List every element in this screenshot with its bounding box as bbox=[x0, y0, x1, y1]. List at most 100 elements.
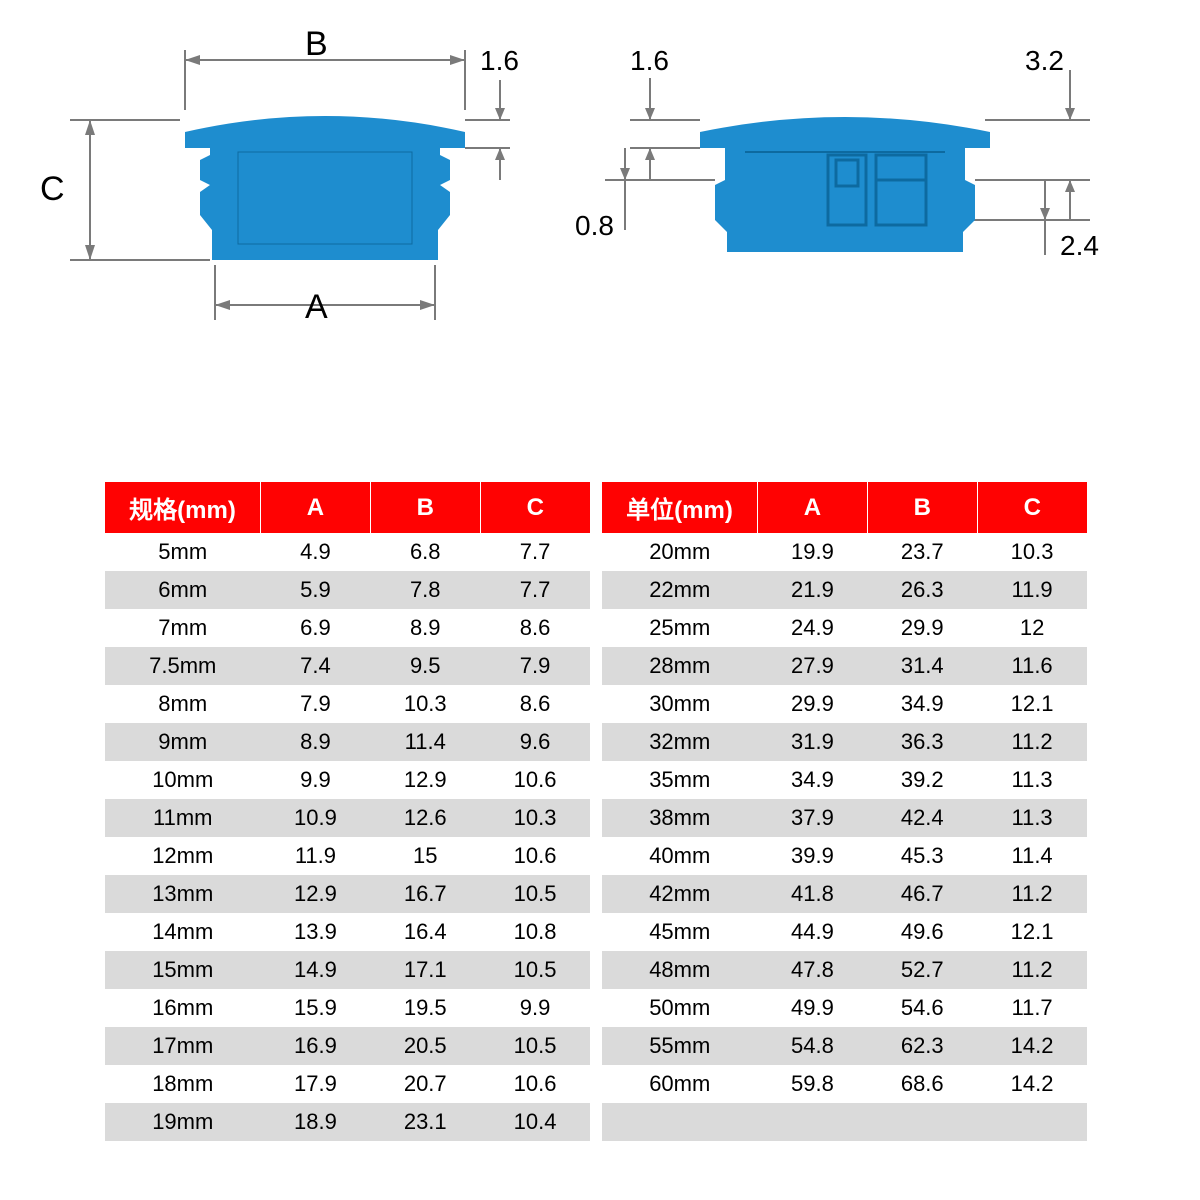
table-cell: 52.7 bbox=[867, 951, 977, 989]
table-cell: 15 bbox=[370, 837, 480, 875]
table-row: 15mm14.917.110.5 bbox=[105, 951, 590, 989]
label-B: B bbox=[305, 25, 328, 64]
table-cell: 19.9 bbox=[758, 533, 868, 571]
table-row: 7.5mm7.49.57.9 bbox=[105, 647, 590, 685]
table-cell: 11.4 bbox=[370, 723, 480, 761]
table-cell: 8.6 bbox=[480, 685, 590, 723]
spec-table-left: 规格(mm)ABC 5mm4.96.87.76mm5.97.87.77mm6.9… bbox=[105, 482, 590, 1141]
table-cell: 9.9 bbox=[480, 989, 590, 1027]
table-cell: 8.9 bbox=[370, 609, 480, 647]
table-cell: 46.7 bbox=[867, 875, 977, 913]
table-cell bbox=[758, 1103, 868, 1141]
col-header-C: C bbox=[977, 482, 1087, 533]
table-cell: 34.9 bbox=[758, 761, 868, 799]
table-row: 14mm13.916.410.8 bbox=[105, 913, 590, 951]
table-cell: 11mm bbox=[105, 799, 261, 837]
table-cell: 7.8 bbox=[370, 571, 480, 609]
table-cell: 45.3 bbox=[867, 837, 977, 875]
table-cell: 19mm bbox=[105, 1103, 261, 1141]
table-cell: 10.5 bbox=[480, 875, 590, 913]
table-row: 13mm12.916.710.5 bbox=[105, 875, 590, 913]
table-cell: 16.9 bbox=[261, 1027, 371, 1065]
table-cell: 21.9 bbox=[758, 571, 868, 609]
table-cell: 9.6 bbox=[480, 723, 590, 761]
label-br: 2.4 bbox=[1060, 230, 1099, 262]
table-cell: 17mm bbox=[105, 1027, 261, 1065]
table-cell: 14.2 bbox=[977, 1027, 1087, 1065]
table-cell: 42mm bbox=[602, 875, 758, 913]
col-header-B: B bbox=[867, 482, 977, 533]
table-cell: 38mm bbox=[602, 799, 758, 837]
table-row: 18mm17.920.710.6 bbox=[105, 1065, 590, 1103]
table-cell: 48mm bbox=[602, 951, 758, 989]
left-part-svg bbox=[50, 20, 510, 330]
table-cell: 5mm bbox=[105, 533, 261, 571]
table-row: 42mm41.846.711.2 bbox=[602, 875, 1087, 913]
table-row: 30mm29.934.912.1 bbox=[602, 685, 1087, 723]
table-cell: 40mm bbox=[602, 837, 758, 875]
table-cell: 17.1 bbox=[370, 951, 480, 989]
table-cell: 10mm bbox=[105, 761, 261, 799]
col-header-A: A bbox=[758, 482, 868, 533]
tables-area: 规格(mm)ABC 5mm4.96.87.76mm5.97.87.77mm6.9… bbox=[105, 482, 1090, 1141]
col-header-C: C bbox=[480, 482, 590, 533]
table-cell bbox=[867, 1103, 977, 1141]
table-cell: 34.9 bbox=[867, 685, 977, 723]
table-row: 9mm8.911.49.6 bbox=[105, 723, 590, 761]
table-row bbox=[602, 1103, 1087, 1141]
table-cell: 9.9 bbox=[261, 761, 371, 799]
table-cell: 26.3 bbox=[867, 571, 977, 609]
label-1p6-left: 1.6 bbox=[480, 45, 519, 77]
table-cell: 14.9 bbox=[261, 951, 371, 989]
table-cell: 25mm bbox=[602, 609, 758, 647]
table-cell: 13.9 bbox=[261, 913, 371, 951]
table-cell: 16.4 bbox=[370, 913, 480, 951]
table-cell: 20.5 bbox=[370, 1027, 480, 1065]
table-cell: 62.3 bbox=[867, 1027, 977, 1065]
table-row: 28mm27.931.411.6 bbox=[602, 647, 1087, 685]
table-cell: 10.6 bbox=[480, 1065, 590, 1103]
table-cell: 12.1 bbox=[977, 913, 1087, 951]
table-cell: 60mm bbox=[602, 1065, 758, 1103]
table-row: 11mm10.912.610.3 bbox=[105, 799, 590, 837]
table-cell: 20mm bbox=[602, 533, 758, 571]
table-cell: 12.9 bbox=[261, 875, 371, 913]
table-cell: 11.3 bbox=[977, 799, 1087, 837]
table-row: 40mm39.945.311.4 bbox=[602, 837, 1087, 875]
table-cell: 6.8 bbox=[370, 533, 480, 571]
table-row: 55mm54.862.314.2 bbox=[602, 1027, 1087, 1065]
table-cell: 11.7 bbox=[977, 989, 1087, 1027]
table-cell: 9mm bbox=[105, 723, 261, 761]
table-row: 12mm11.91510.6 bbox=[105, 837, 590, 875]
table-cell: 10.3 bbox=[480, 799, 590, 837]
table-cell: 11.4 bbox=[977, 837, 1087, 875]
table-cell: 24.9 bbox=[758, 609, 868, 647]
label-tl: 1.6 bbox=[630, 45, 669, 77]
table-cell: 10.5 bbox=[480, 1027, 590, 1065]
table-cell: 15.9 bbox=[261, 989, 371, 1027]
table-cell: 11.2 bbox=[977, 723, 1087, 761]
table-cell: 16mm bbox=[105, 989, 261, 1027]
table-row: 19mm18.923.110.4 bbox=[105, 1103, 590, 1141]
label-tr: 3.2 bbox=[1025, 45, 1064, 77]
table-cell: 7.9 bbox=[261, 685, 371, 723]
table-cell: 6mm bbox=[105, 571, 261, 609]
table-row: 8mm7.910.38.6 bbox=[105, 685, 590, 723]
table-cell: 31.4 bbox=[867, 647, 977, 685]
table-cell: 8.9 bbox=[261, 723, 371, 761]
table-cell: 29.9 bbox=[867, 609, 977, 647]
table-cell: 39.2 bbox=[867, 761, 977, 799]
diagram-area: B C A 1.6 1.6 3 bbox=[0, 0, 1200, 350]
table-cell: 10.8 bbox=[480, 913, 590, 951]
table-cell: 20.7 bbox=[370, 1065, 480, 1103]
table-cell: 18mm bbox=[105, 1065, 261, 1103]
col-header-A: A bbox=[261, 482, 371, 533]
table-cell: 31.9 bbox=[758, 723, 868, 761]
table-cell: 59.8 bbox=[758, 1065, 868, 1103]
table-cell: 19.5 bbox=[370, 989, 480, 1027]
table-cell: 10.4 bbox=[480, 1103, 590, 1141]
table-cell: 7.7 bbox=[480, 533, 590, 571]
table-cell: 7mm bbox=[105, 609, 261, 647]
table-cell: 5.9 bbox=[261, 571, 371, 609]
table-cell: 7.9 bbox=[480, 647, 590, 685]
